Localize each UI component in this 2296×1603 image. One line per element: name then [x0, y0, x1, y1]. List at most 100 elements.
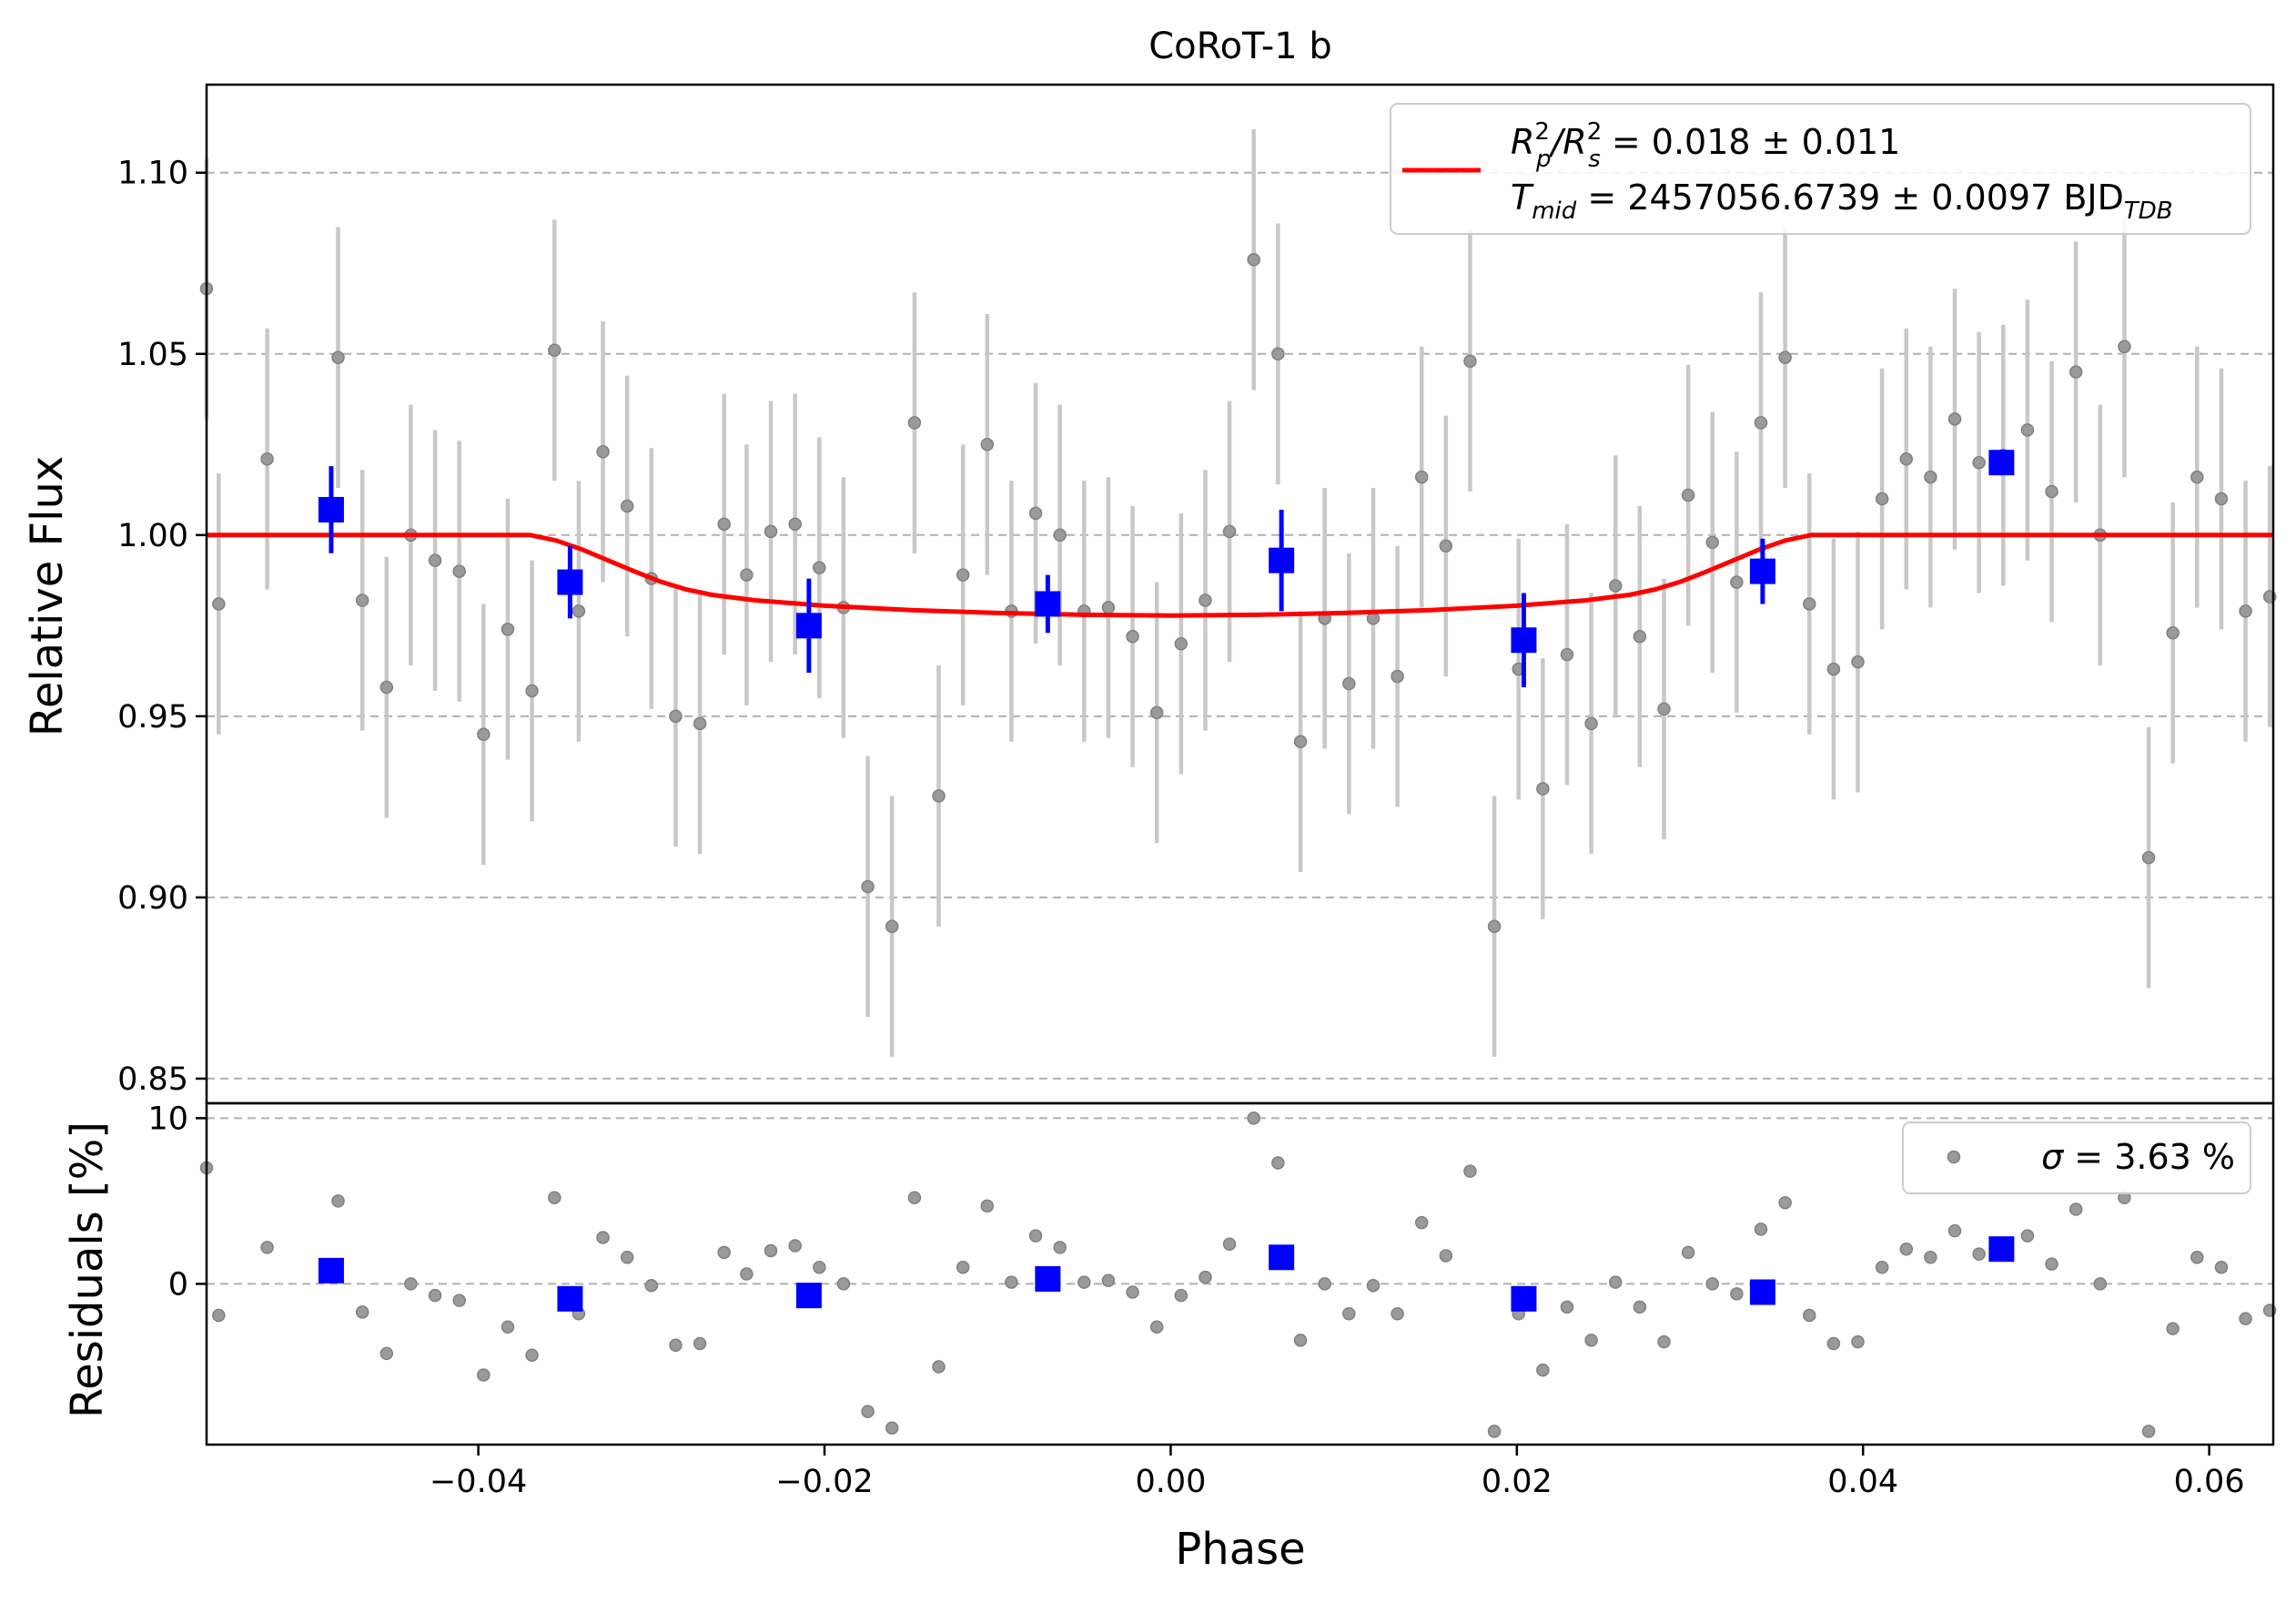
raw-point — [1439, 539, 1453, 553]
raw-residual-point — [2020, 1229, 2035, 1243]
binned-point — [1749, 558, 1775, 584]
raw-point — [1608, 579, 1623, 593]
raw-point — [331, 350, 345, 365]
raw-point — [260, 451, 274, 466]
raw-point — [1174, 636, 1188, 651]
raw-residual-point — [1391, 1306, 1404, 1321]
raw-point — [1487, 919, 1502, 933]
flux-panel: 0.85 0.90 0.95 1.00 1.05 1.10 Relative Flux R… — [22, 83, 2277, 1105]
raw-residual-point — [1463, 1164, 1477, 1178]
raw-point — [885, 919, 899, 933]
raw-point — [2020, 423, 2035, 437]
raw-residual-point — [2045, 1257, 2058, 1271]
residuals-y-axis-label: Residuals [%] — [62, 1121, 113, 1418]
raw-point — [1657, 702, 1671, 716]
raw-residual-point — [861, 1405, 875, 1418]
residuals-legend-box — [1902, 1121, 2251, 1194]
binned-residual-point — [1988, 1236, 2015, 1263]
raw-residual-point — [2214, 1260, 2229, 1274]
raw-residual-point — [548, 1191, 561, 1205]
raw-residual-points — [199, 1111, 2277, 1438]
raw-residual-point — [980, 1199, 995, 1213]
raw-residual-point — [404, 1277, 418, 1291]
flux-y-tick-label: 0.85 — [117, 1061, 188, 1098]
phase-x-ticks: −0.04 −0.02 0.00 0.02 0.04 0.06 — [430, 1445, 2245, 1500]
raw-residual-point — [1247, 1111, 1260, 1125]
raw-residual-point — [1439, 1249, 1453, 1263]
raw-point — [1633, 630, 1647, 644]
raw-point — [355, 594, 369, 607]
residuals-panel: 0 10 −0.04 −0.02 0.00 0.02 0.04 0.06 Residuals… — [62, 1101, 2277, 1575]
raw-point — [1028, 506, 1043, 521]
flux-y-tick-label: 1.10 — [117, 156, 188, 192]
raw-point — [1705, 535, 1719, 550]
chart-title: CoRoT-1 b — [1148, 25, 1332, 67]
raw-residual-point — [1899, 1242, 1914, 1256]
binned-point — [795, 613, 822, 639]
binned-residual-point — [1035, 1265, 1061, 1292]
raw-point — [1851, 654, 1865, 669]
sigma-legend-text: σ = 3.63 % — [2041, 1137, 2235, 1177]
binned-point — [1511, 627, 1537, 654]
raw-point — [1126, 630, 1139, 644]
raw-residual-point — [1536, 1363, 1550, 1377]
binned-residual-point — [1269, 1244, 1295, 1271]
raw-residual-point — [1875, 1260, 1889, 1274]
phase-x-tick-label: 0.04 — [1827, 1464, 1898, 1500]
raw-residual-point — [1126, 1285, 1139, 1299]
raw-point — [2045, 484, 2058, 499]
raw-residual-point — [1487, 1425, 1502, 1438]
raw-residual-point — [1754, 1223, 1768, 1236]
residuals-legend: σ = 3.63 % — [1902, 1121, 2251, 1194]
raw-residual-point — [1947, 1223, 1962, 1238]
raw-residual-point — [2166, 1322, 2180, 1335]
flux-legend: R2 p/R2 s = 0.018 ± 0.011 Tmid = 2457056.6… — [1390, 103, 2251, 235]
raw-residual-point — [477, 1368, 491, 1382]
raw-residual-point — [428, 1288, 442, 1303]
raw-point — [980, 438, 995, 451]
flux-y-tick-label: 1.00 — [117, 518, 188, 554]
raw-residual-point — [212, 1308, 226, 1323]
binned-residual-point — [1749, 1279, 1775, 1305]
raw-residual-point — [501, 1320, 515, 1334]
binned-residual-points — [318, 1236, 2015, 1312]
residuals-y-tick-label: 10 — [147, 1101, 188, 1137]
residuals-grid — [207, 1117, 2273, 1285]
residuals-y-ticks: 0 10 — [147, 1101, 207, 1303]
raw-point — [1414, 470, 1429, 484]
raw-residual-point — [1681, 1245, 1695, 1260]
raw-residual-point — [596, 1231, 610, 1244]
raw-residual-point — [669, 1338, 683, 1353]
depth-legend-text: R2 p/R2 s = 0.018 ± 0.011 — [1511, 118, 1900, 173]
raw-residual-point — [1826, 1336, 1841, 1351]
phase-x-tick-label: 0.00 — [1135, 1464, 1206, 1500]
raw-point — [1924, 470, 1937, 484]
raw-residual-point — [1222, 1237, 1237, 1251]
residuals-axes-frame — [205, 1101, 2275, 1446]
raw-point — [501, 623, 515, 636]
binned-residual-point — [557, 1285, 583, 1312]
binned-residual-point — [318, 1257, 344, 1283]
raw-point — [452, 564, 466, 578]
raw-residual-point — [260, 1241, 274, 1254]
flux-y-axis-label: Relative Flux — [22, 456, 73, 737]
raw-residual-point — [1972, 1247, 1986, 1261]
raw-residual-point — [1657, 1334, 1671, 1349]
raw-residual-point — [1174, 1288, 1188, 1303]
raw-residual-point — [355, 1305, 369, 1319]
raw-residual-point — [1924, 1251, 1937, 1264]
binned-flux-points — [318, 450, 2015, 688]
raw-residual-point — [1705, 1277, 1719, 1291]
raw-residual-point — [1803, 1308, 1816, 1323]
raw-residual-point — [813, 1260, 826, 1274]
binned-residual-point — [1511, 1285, 1537, 1312]
raw-residual-point — [379, 1346, 394, 1361]
raw-point — [788, 517, 802, 532]
raw-point — [1730, 575, 1744, 589]
raw-point — [2214, 492, 2229, 506]
raw-point — [764, 524, 778, 539]
raw-residual-point — [1730, 1287, 1744, 1301]
raw-point — [693, 716, 707, 731]
raw-residual-point — [956, 1260, 970, 1274]
raw-point — [907, 416, 922, 430]
